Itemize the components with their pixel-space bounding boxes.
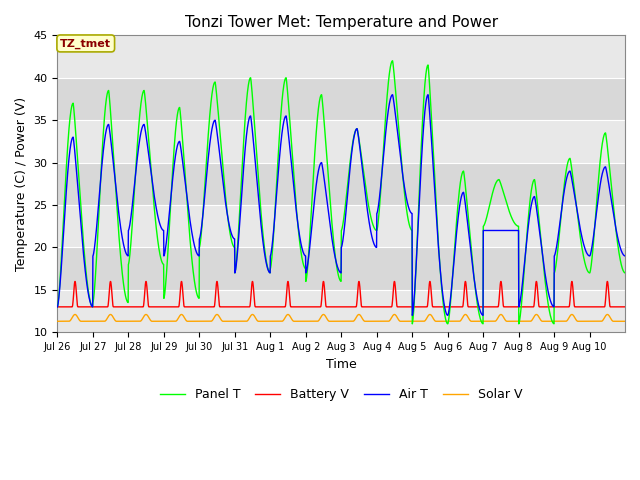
Air T [376, 196, 383, 202]
Solar V [54, 318, 61, 324]
Battery V [71, 278, 79, 284]
Battery V [376, 304, 383, 310]
Panel T [376, 207, 383, 213]
Bar [58, 205, 625, 248]
Panel T [110, 162, 118, 168]
Legend: Panel T, Battery V, Air T, Solar V: Panel T, Battery V, Air T, Solar V [155, 383, 527, 406]
Battery V [111, 304, 118, 310]
Battery V [613, 304, 621, 310]
Battery V [233, 304, 241, 310]
Panel T [54, 304, 61, 310]
Bar [58, 290, 625, 332]
Solar V [233, 318, 241, 324]
Air T [545, 291, 552, 297]
Line: Solar V: Solar V [58, 314, 625, 321]
Air T [388, 92, 396, 97]
Solar V [376, 318, 383, 324]
Solar V [111, 316, 118, 322]
Panel T [614, 239, 621, 244]
Panel T [621, 270, 629, 276]
Line: Air T: Air T [58, 95, 625, 315]
Air T [233, 259, 241, 264]
Solar V [513, 318, 520, 324]
Solar V [71, 312, 79, 317]
Solar V [613, 318, 621, 324]
Air T [110, 168, 118, 174]
Bar [58, 163, 625, 205]
Title: Tonzi Tower Met: Temperature and Power: Tonzi Tower Met: Temperature and Power [184, 15, 498, 30]
Bar [58, 36, 625, 78]
Line: Panel T: Panel T [58, 61, 625, 324]
Solar V [621, 318, 629, 324]
Air T [54, 304, 61, 310]
Panel T [545, 304, 552, 310]
Air T [621, 253, 629, 259]
Air T [513, 228, 520, 233]
Y-axis label: Temperature (C) / Power (V): Temperature (C) / Power (V) [15, 97, 28, 271]
Panel T [513, 223, 520, 228]
Bar [58, 78, 625, 120]
Text: TZ_tmet: TZ_tmet [60, 38, 111, 48]
X-axis label: Time: Time [326, 358, 356, 371]
Air T [614, 233, 621, 239]
Panel T [388, 58, 396, 64]
Air T [408, 312, 416, 318]
Solar V [545, 318, 552, 324]
Battery V [513, 304, 520, 310]
Battery V [621, 304, 629, 310]
Bar [58, 248, 625, 290]
Line: Battery V: Battery V [58, 281, 625, 307]
Panel T [233, 256, 241, 262]
Panel T [408, 321, 416, 327]
Bar [58, 120, 625, 163]
Battery V [54, 304, 61, 310]
Battery V [545, 304, 552, 310]
